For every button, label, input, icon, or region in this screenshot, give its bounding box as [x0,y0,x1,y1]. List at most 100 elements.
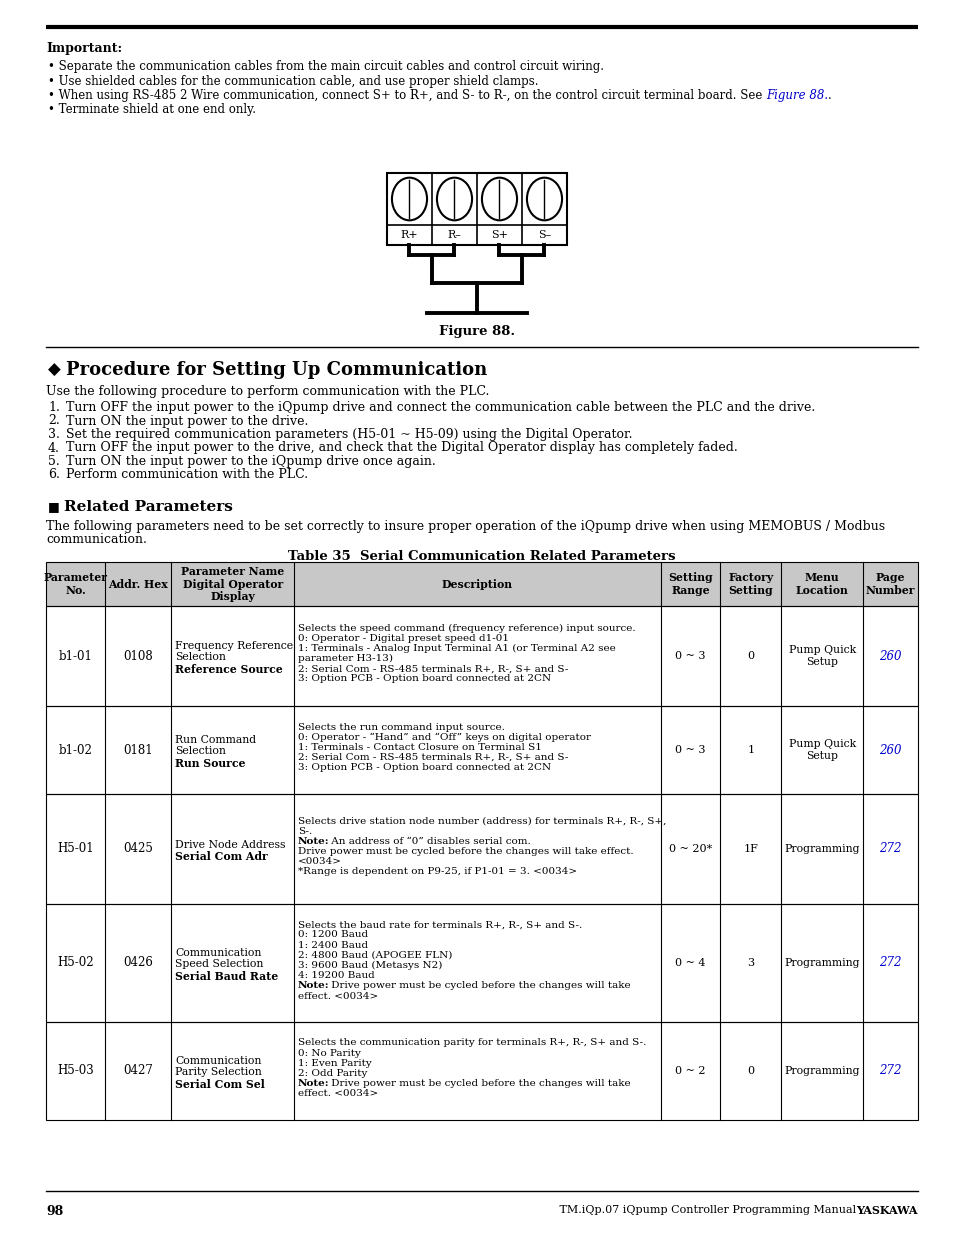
Text: Serial Baud Rate: Serial Baud Rate [175,971,278,982]
Text: Run Source: Run Source [175,758,246,768]
Text: Turn OFF the input power to the drive, and check that the Digital Operator displ: Turn OFF the input power to the drive, a… [66,441,737,454]
Text: 0: 0 [746,651,754,661]
Text: 6.: 6. [48,468,60,482]
Text: Note:: Note: [297,837,329,846]
Text: 2: 4800 Baud (APOGEE FLN): 2: 4800 Baud (APOGEE FLN) [297,951,452,960]
Text: Note:: Note: [297,1079,329,1088]
Text: 0181: 0181 [123,743,152,757]
Text: Related Parameters: Related Parameters [64,500,233,514]
Text: communication.: communication. [46,534,147,546]
Text: Speed Selection: Speed Selection [175,960,264,969]
Text: 1: 2400 Baud: 1: 2400 Baud [297,941,368,950]
Text: 0: Operator - “Hand” and “Off” keys on digital operator: 0: Operator - “Hand” and “Off” keys on d… [297,732,590,742]
Bar [46,562,917,606]
Text: 0 ~ 3: 0 ~ 3 [675,745,705,755]
Text: Pump Quick: Pump Quick [788,645,855,655]
Text: 1: 1 [746,745,754,755]
Text: Description: Description [441,578,513,589]
Text: Reference Source: Reference Source [175,663,283,674]
Text: 5.: 5. [48,454,60,468]
Text: Turn ON the input power to the iQpump drive once again.: Turn ON the input power to the iQpump dr… [66,454,436,468]
Text: 260: 260 [879,743,901,757]
Text: TM.iQp.07 iQpump Controller Programming Manual: TM.iQp.07 iQpump Controller Programming … [556,1205,856,1215]
Text: Selects the speed command (frequency reference) input source.: Selects the speed command (frequency ref… [297,624,635,632]
Text: Important:: Important: [46,42,122,56]
Text: R–: R– [447,230,461,240]
Text: Parameter
No.: Parameter No. [44,572,108,597]
Text: 0: 1200 Baud: 0: 1200 Baud [297,930,368,940]
Text: b1-02: b1-02 [58,743,92,757]
Text: 260: 260 [879,650,901,662]
Text: Run Command: Run Command [175,735,256,745]
Text: Pump Quick: Pump Quick [788,739,855,748]
Bar [46,904,917,1023]
Text: Turn ON the input power to the drive.: Turn ON the input power to the drive. [66,415,308,427]
Bar [46,706,917,794]
Text: Procedure for Setting Up Communication: Procedure for Setting Up Communication [66,361,487,379]
Text: ◆: ◆ [48,361,61,379]
Text: H5-02: H5-02 [57,956,93,969]
Text: Factory
Setting: Factory Setting [727,572,773,597]
Text: effect. <0034>: effect. <0034> [297,1089,377,1098]
Text: Perform communication with the PLC.: Perform communication with the PLC. [66,468,308,482]
Text: Addr. Hex: Addr. Hex [109,578,168,589]
Text: Setup: Setup [805,751,838,761]
Text: Parity Selection: Parity Selection [175,1067,262,1077]
Text: Selects the run command input source.: Selects the run command input source. [297,722,504,731]
Text: YASKAWA: YASKAWA [856,1205,917,1216]
Text: • Separate the communication cables from the main circuit cables and control cir: • Separate the communication cables from… [48,61,603,73]
Text: <0034>: <0034> [297,857,341,866]
Text: Communication: Communication [175,1056,261,1066]
Text: The following parameters need to be set correctly to insure proper operation of : The following parameters need to be set … [46,520,884,534]
Text: 3: 3 [746,958,754,968]
Text: 98: 98 [46,1205,63,1218]
Text: 1F: 1F [742,844,758,853]
Text: Serial Com Sel: Serial Com Sel [175,1078,265,1089]
Text: 272: 272 [879,842,901,856]
Text: 0427: 0427 [123,1065,153,1077]
Text: Selects the baud rate for terminals R+, R-, S+ and S-.: Selects the baud rate for terminals R+, … [297,920,581,929]
Text: • Terminate shield at one end only.: • Terminate shield at one end only. [48,104,255,116]
Text: Selection: Selection [175,652,226,662]
Text: b1-01: b1-01 [58,650,92,662]
Text: .: . [827,89,831,103]
Text: 2: Serial Com - RS-485 terminals R+, R-, S+ and S-: 2: Serial Com - RS-485 terminals R+, R-,… [297,753,568,762]
Text: • Use shielded cables for the communication cable, and use proper shield clamps.: • Use shielded cables for the communicat… [48,74,537,88]
Text: • When using RS-485 2 Wire communication, connect S+ to R+, and S- to R-, on the: • When using RS-485 2 Wire communication… [48,89,765,103]
Text: Frequency Reference: Frequency Reference [175,641,294,651]
Bar [387,173,566,245]
Text: 0: Operator - Digital preset speed d1-01: 0: Operator - Digital preset speed d1-01 [297,634,508,642]
Bar [46,1023,917,1120]
Text: H5-01: H5-01 [57,842,93,856]
Text: S+: S+ [491,230,507,240]
Text: Figure 88.: Figure 88. [438,325,515,338]
Text: An address of “0” disables serial com.: An address of “0” disables serial com. [328,837,530,846]
Text: Serial Com Adr: Serial Com Adr [175,851,268,862]
Text: 0425: 0425 [123,842,153,856]
Text: 0: No Parity: 0: No Parity [297,1049,360,1057]
Text: 3: 9600 Baud (Metasys N2): 3: 9600 Baud (Metasys N2) [297,961,442,971]
Text: Table 35  Serial Communication Related Parameters: Table 35 Serial Communication Related Pa… [288,550,675,563]
Text: 3.: 3. [48,429,60,441]
Text: 3: Option PCB - Option board connected at 2CN: 3: Option PCB - Option board connected a… [297,763,551,772]
Text: 0 ~ 3: 0 ~ 3 [675,651,705,661]
Text: Programming: Programming [783,958,859,968]
Text: 4.: 4. [48,441,60,454]
Text: 1: Terminals - Analog Input Terminal A1 (or Terminal A2 see: 1: Terminals - Analog Input Terminal A1 … [297,643,615,653]
Text: 0 ~ 2: 0 ~ 2 [675,1066,705,1076]
Bar [46,606,917,706]
Text: 4: 19200 Baud: 4: 19200 Baud [297,971,375,981]
Text: Drive Node Address: Drive Node Address [175,840,286,850]
Text: 0108: 0108 [123,650,153,662]
Text: Drive power must be cycled before the changes will take: Drive power must be cycled before the ch… [328,982,630,990]
Text: effect. <0034>: effect. <0034> [297,992,377,1000]
Text: 1: Even Parity: 1: Even Parity [297,1058,371,1068]
Text: 2: Odd Parity: 2: Odd Parity [297,1070,367,1078]
Text: 0 ~ 20*: 0 ~ 20* [668,844,712,853]
Text: Selects the communication parity for terminals R+, R-, S+ and S-.: Selects the communication parity for ter… [297,1039,645,1047]
Text: R+: R+ [400,230,417,240]
Text: 2.: 2. [48,415,60,427]
Text: 0426: 0426 [123,956,153,969]
Text: parameter H3-13): parameter H3-13) [297,655,393,663]
Text: Menu
Location: Menu Location [795,572,847,597]
